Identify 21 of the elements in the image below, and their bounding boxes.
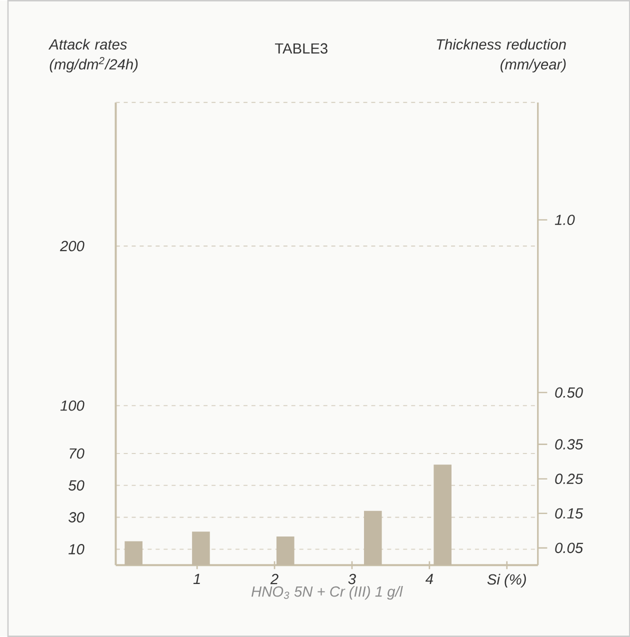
x-tick-label: 1	[193, 574, 200, 584]
x-tick-label: 2	[270, 574, 278, 584]
y-tick-label: 30	[68, 512, 84, 522]
x-axis-title: HNO$_{3}$ 5N + Cr (III) 1 g/l	[251, 586, 403, 600]
chart-title: TABLE3	[274, 43, 328, 54]
y-axis-title: Attack rates (mg/dm$^{2}$/24h)	[48, 38, 138, 72]
y2-tick-label: 0.15	[555, 508, 583, 519]
y2-axis-title: Thickness reduction (mm/year)	[436, 38, 566, 72]
y-tick-label: 70	[70, 448, 84, 459]
y2-tick-label: 0.35	[555, 439, 583, 450]
y-tick-label: 100	[60, 400, 84, 411]
y-tick-label: 200	[60, 240, 84, 252]
x-tick-label: Si (%)	[487, 574, 526, 588]
y2-tick-label: 0.50	[555, 387, 583, 398]
x-tick-label: 4	[425, 574, 433, 584]
y2-tick-label: 0.25	[555, 474, 583, 484]
x-tick-label: 3	[348, 574, 356, 584]
y2-tick-label: 1.0	[554, 214, 575, 226]
y2-tick-label: 0.05	[555, 542, 583, 554]
y-tick-label: 10	[68, 544, 84, 554]
y-tick-label: 50	[68, 480, 84, 491]
